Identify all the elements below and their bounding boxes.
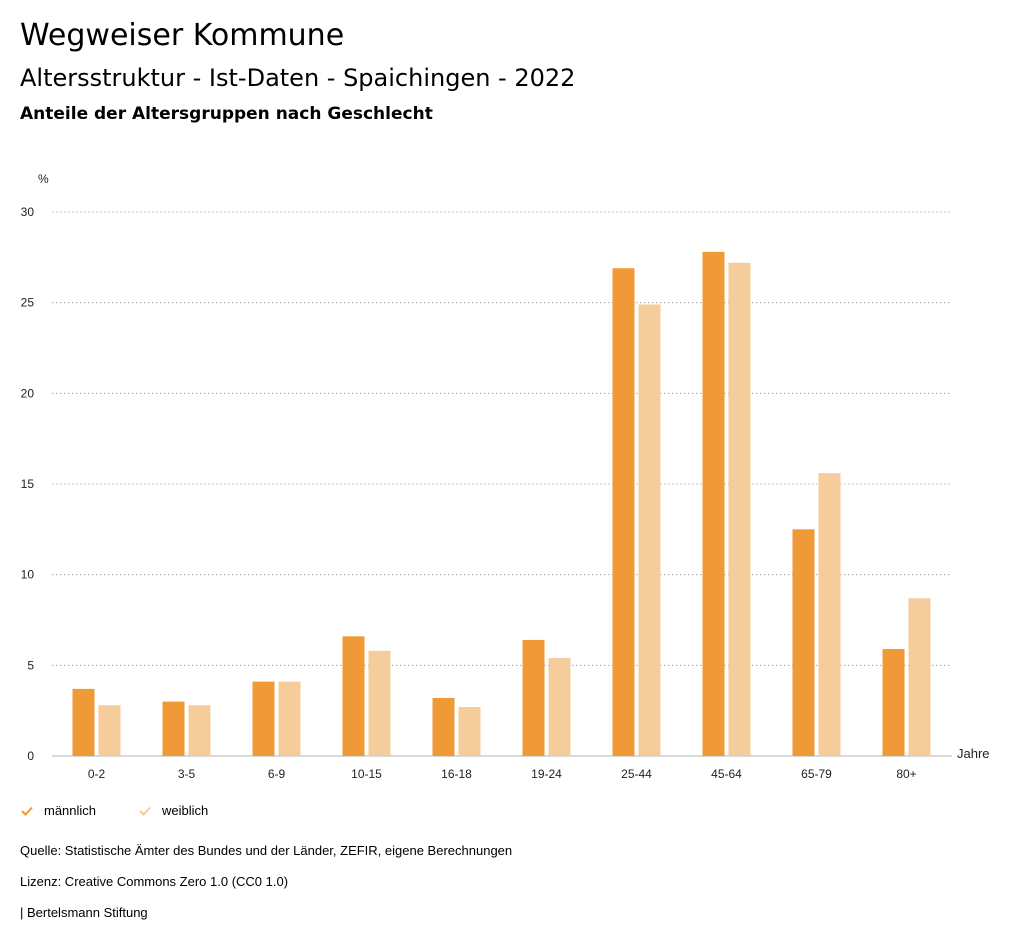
bar-weiblich-80+[interactable]: [908, 598, 931, 756]
bar-weiblich-6-9[interactable]: [278, 681, 301, 756]
brand-note: | Bertelsmann Stiftung: [20, 905, 148, 920]
bar-maennlich-19-24[interactable]: [522, 639, 545, 756]
legend-label: weiblich: [162, 803, 209, 818]
bar-chart: % Jahre 0 5 10 15 20 25 30 0-2 3-5 6-9 10-15 16-18…: [21, 172, 990, 781]
y-tick-label: 5: [27, 658, 34, 672]
y-tick-label: 25: [21, 296, 35, 310]
y-axis-label: %: [38, 172, 49, 186]
check-icon: [21, 806, 33, 816]
y-tick-label: 20: [21, 386, 35, 400]
bar-weiblich-45-64[interactable]: [728, 262, 751, 756]
y-tick-label: 10: [21, 568, 35, 582]
source-note: Quelle: Statistische Ämter des Bundes un…: [20, 843, 513, 858]
app-title: Wegweiser Kommune: [20, 18, 345, 53]
x-tick-label: 6-9: [268, 767, 286, 781]
bar-weiblich-25-44[interactable]: [638, 304, 661, 756]
bar-maennlich-0-2[interactable]: [72, 688, 95, 756]
y-tick-label: 0: [27, 749, 34, 763]
legend-label: männlich: [44, 803, 97, 818]
x-tick-label: 10-15: [351, 767, 382, 781]
check-icon: [139, 806, 151, 816]
bar-maennlich-6-9[interactable]: [252, 681, 275, 756]
bar-weiblich-0-2[interactable]: [98, 705, 121, 756]
bar-maennlich-45-64[interactable]: [702, 251, 725, 756]
bar-weiblich-10-15[interactable]: [368, 650, 391, 756]
bar-weiblich-19-24[interactable]: [548, 658, 571, 756]
x-tick-label: 3-5: [178, 767, 196, 781]
y-tick-label: 30: [21, 205, 35, 219]
bar-weiblich-16-18[interactable]: [458, 707, 481, 756]
legend-item-weiblich[interactable]: weiblich: [138, 803, 208, 818]
chart-subtitle: Anteile der Altersgruppen nach Geschlech…: [20, 104, 433, 124]
x-tick-label: 80+: [896, 767, 916, 781]
bar-maennlich-65-79[interactable]: [792, 529, 815, 756]
bar-weiblich-3-5[interactable]: [188, 705, 211, 756]
x-tick-label: 0-2: [88, 767, 106, 781]
bar-maennlich-25-44[interactable]: [612, 268, 635, 756]
x-tick-label: 25-44: [621, 767, 652, 781]
license-note: Lizenz: Creative Commons Zero 1.0 (CC0 1…: [20, 874, 289, 889]
x-tick-label: 45-64: [711, 767, 742, 781]
x-tick-label: 19-24: [531, 767, 562, 781]
chart-title: Altersstruktur - Ist-Daten - Spaichingen…: [20, 64, 576, 92]
bar-maennlich-10-15[interactable]: [342, 636, 365, 756]
legend-item-maennlich[interactable]: männlich: [20, 803, 96, 818]
bar-weiblich-65-79[interactable]: [818, 473, 841, 756]
x-tick-label: 65-79: [801, 767, 832, 781]
x-axis-label: Jahre: [957, 746, 990, 761]
bar-maennlich-3-5[interactable]: [162, 701, 185, 756]
x-tick-label: 16-18: [441, 767, 472, 781]
bar-maennlich-80+[interactable]: [882, 649, 905, 756]
y-tick-label: 15: [21, 477, 35, 491]
bar-maennlich-16-18[interactable]: [432, 697, 455, 756]
